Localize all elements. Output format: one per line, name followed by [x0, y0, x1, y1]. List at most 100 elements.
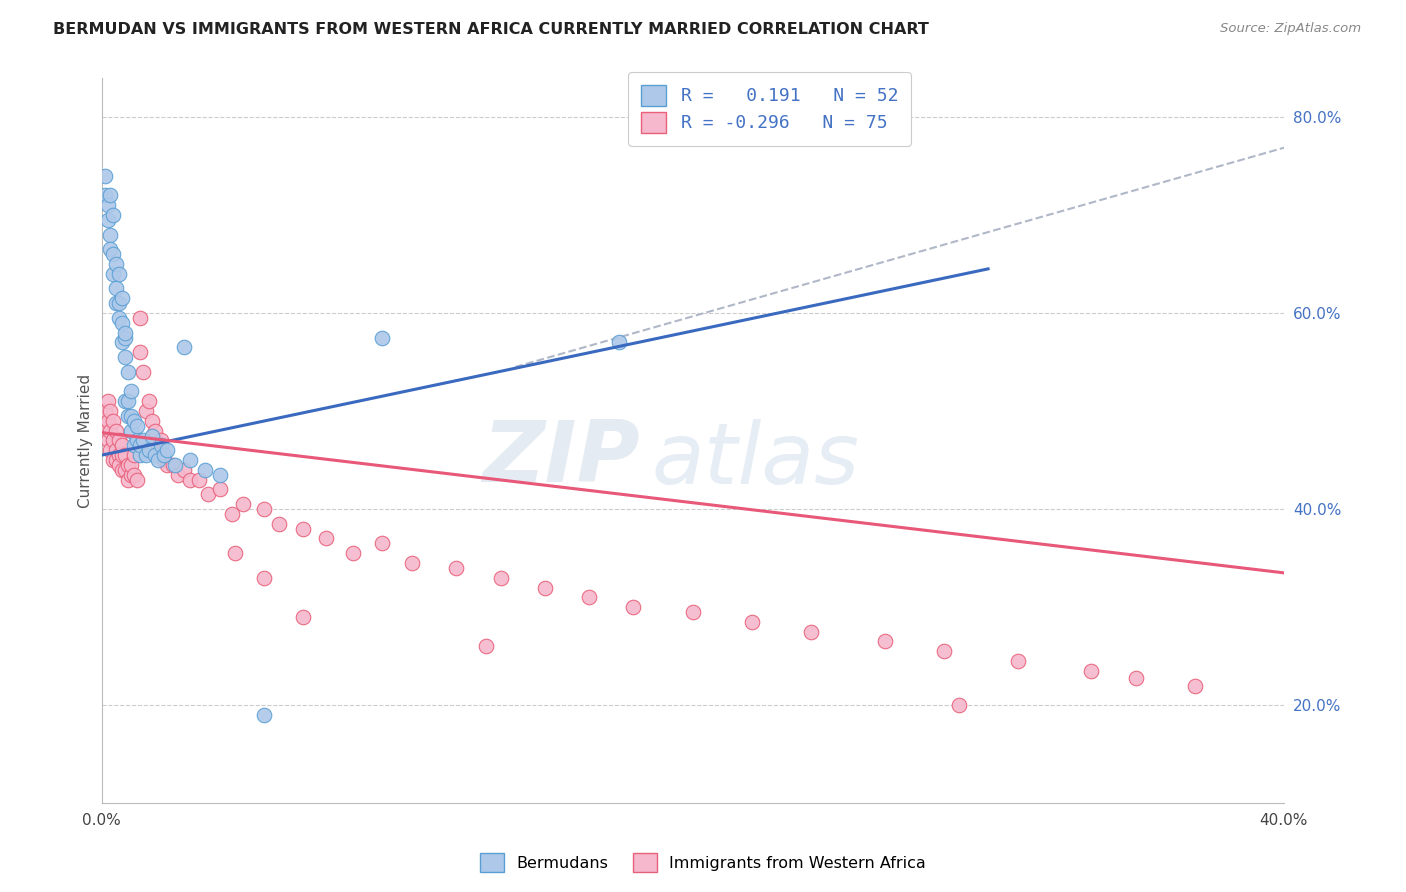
- Point: [342, 546, 364, 560]
- Point: [141, 428, 163, 442]
- Point: [125, 418, 148, 433]
- Point: [873, 634, 896, 648]
- Point: [132, 365, 155, 379]
- Point: [152, 453, 174, 467]
- Point: [623, 600, 645, 615]
- Point: [93, 188, 115, 202]
- Point: [122, 438, 145, 452]
- Point: [96, 414, 118, 428]
- Point: [100, 227, 122, 242]
- Point: [129, 448, 152, 462]
- Point: [114, 326, 136, 340]
- Point: [100, 443, 122, 458]
- Point: [143, 424, 166, 438]
- Point: [146, 453, 169, 467]
- Point: [120, 458, 142, 472]
- Point: [444, 561, 467, 575]
- Point: [179, 453, 201, 467]
- Point: [96, 198, 118, 212]
- Point: [125, 434, 148, 448]
- Point: [108, 310, 131, 325]
- Point: [103, 414, 125, 428]
- Point: [135, 404, 157, 418]
- Point: [208, 483, 231, 497]
- Point: [117, 394, 139, 409]
- Point: [122, 448, 145, 462]
- Point: [100, 424, 122, 438]
- Point: [114, 330, 136, 344]
- Point: [129, 438, 152, 452]
- Point: [117, 458, 139, 472]
- Point: [117, 409, 139, 423]
- Point: [253, 708, 276, 723]
- Point: [93, 418, 115, 433]
- Point: [221, 507, 243, 521]
- Point: [291, 610, 314, 624]
- Point: [114, 394, 136, 409]
- Point: [1125, 671, 1147, 685]
- Point: [108, 448, 131, 462]
- Point: [114, 350, 136, 364]
- Point: [173, 340, 195, 354]
- Point: [165, 458, 187, 472]
- Point: [173, 463, 195, 477]
- Text: atlas: atlas: [651, 419, 859, 502]
- Point: [117, 365, 139, 379]
- Point: [100, 242, 122, 256]
- Point: [146, 438, 169, 452]
- Point: [132, 434, 155, 448]
- Point: [105, 281, 128, 295]
- Point: [125, 473, 148, 487]
- Point: [111, 463, 134, 477]
- Point: [96, 394, 118, 409]
- Point: [800, 624, 823, 639]
- Point: [371, 330, 394, 344]
- Point: [948, 698, 970, 713]
- Point: [129, 345, 152, 359]
- Legend: R =   0.191   N = 52, R = -0.296   N = 75: R = 0.191 N = 52, R = -0.296 N = 75: [628, 72, 911, 145]
- Point: [932, 644, 955, 658]
- Point: [141, 414, 163, 428]
- Point: [156, 458, 179, 472]
- Point: [114, 448, 136, 462]
- Point: [253, 571, 276, 585]
- Point: [156, 443, 179, 458]
- Point: [162, 458, 184, 472]
- Point: [135, 448, 157, 462]
- Point: [100, 188, 122, 202]
- Point: [105, 443, 128, 458]
- Point: [111, 291, 134, 305]
- Point: [93, 169, 115, 183]
- Point: [197, 487, 219, 501]
- Point: [267, 516, 290, 531]
- Text: Source: ZipAtlas.com: Source: ZipAtlas.com: [1220, 22, 1361, 36]
- Point: [1184, 679, 1206, 693]
- Point: [108, 458, 131, 472]
- Point: [607, 335, 630, 350]
- Point: [108, 267, 131, 281]
- Point: [111, 335, 134, 350]
- Point: [111, 438, 134, 452]
- Point: [103, 267, 125, 281]
- Point: [474, 640, 496, 654]
- Point: [120, 467, 142, 482]
- Text: ZIP: ZIP: [482, 417, 640, 500]
- Point: [103, 208, 125, 222]
- Point: [741, 615, 763, 629]
- Point: [120, 424, 142, 438]
- Point: [120, 384, 142, 399]
- Y-axis label: Currently Married: Currently Married: [79, 374, 93, 508]
- Point: [103, 453, 125, 467]
- Point: [489, 571, 512, 585]
- Point: [103, 434, 125, 448]
- Point: [96, 434, 118, 448]
- Point: [253, 502, 276, 516]
- Point: [108, 296, 131, 310]
- Point: [167, 467, 190, 482]
- Point: [149, 438, 172, 452]
- Point: [105, 453, 128, 467]
- Point: [401, 556, 423, 570]
- Point: [108, 434, 131, 448]
- Point: [371, 536, 394, 550]
- Point: [1007, 654, 1029, 668]
